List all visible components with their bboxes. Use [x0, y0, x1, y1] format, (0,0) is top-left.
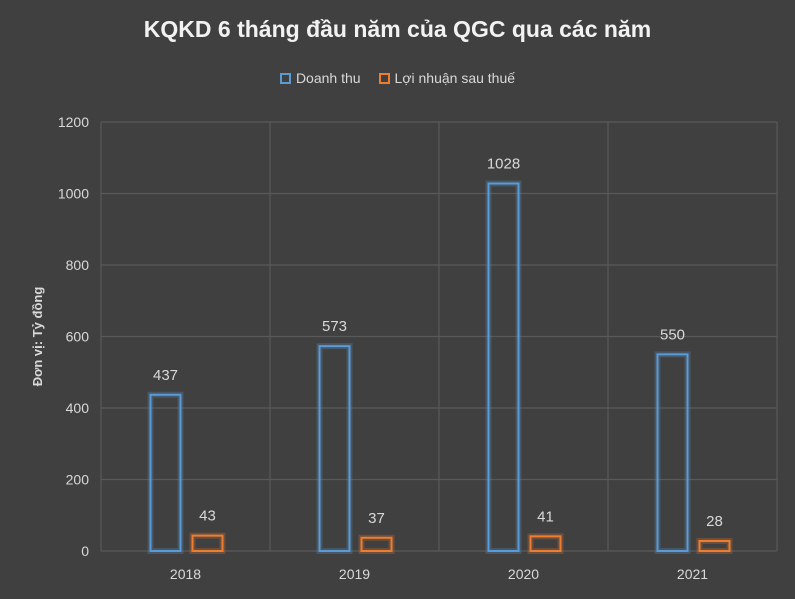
bar-profit: [191, 534, 224, 553]
data-label-profit: 41: [537, 508, 554, 525]
bar-profit: [698, 539, 731, 552]
legend-swatch-revenue: [279, 72, 291, 84]
legend-item-revenue: Doanh thu: [279, 70, 361, 86]
y-tick-label: 800: [66, 257, 90, 273]
bar-glow-revenue: [485, 180, 522, 555]
bar-profit: [360, 536, 393, 553]
data-label-profit: 28: [706, 513, 723, 530]
bar-glow-profit: [358, 534, 395, 555]
x-tick-label: 2019: [339, 566, 370, 582]
legend: Doanh thu Lợi nhuận sau thuế: [0, 70, 795, 86]
legend-swatch-profit: [378, 72, 390, 84]
y-tick-label: 400: [66, 400, 90, 416]
data-label-revenue: 437: [153, 367, 178, 384]
bar-glow-revenue: [654, 351, 691, 554]
legend-label-revenue: Doanh thu: [295, 70, 361, 86]
bar-revenue: [149, 393, 182, 552]
y-tick-label: 0: [81, 543, 89, 559]
y-tick-label: 1000: [58, 186, 89, 202]
data-label-revenue: 573: [322, 318, 347, 335]
y-tick-label: 1200: [58, 114, 89, 130]
chart-title: KQKD 6 tháng đầu năm của QGC qua các năm: [143, 16, 652, 42]
bar-revenue: [656, 353, 689, 552]
y-tick-label: 600: [66, 329, 90, 345]
legend-item-profit: Lợi nhuận sau thuế: [378, 70, 516, 86]
bar-glow-profit: [527, 533, 564, 555]
x-tick-label: 2020: [508, 566, 539, 582]
bar-glow-profit: [696, 537, 733, 554]
bar-glow-revenue: [316, 343, 353, 554]
bar-glow-revenue: [147, 391, 184, 554]
data-label-revenue: 1028: [487, 155, 520, 172]
data-label-revenue: 550: [660, 326, 685, 343]
data-label-profit: 37: [368, 510, 385, 527]
bar-revenue: [318, 345, 351, 552]
bar-glow-profit: [189, 532, 226, 555]
y-tick-label: 200: [66, 472, 90, 488]
x-tick-label: 2018: [170, 566, 201, 582]
y-axis-title: Đơn vị: Tỷ đồng: [30, 287, 45, 387]
legend-label-profit: Lợi nhuận sau thuế: [394, 70, 516, 86]
bar-revenue: [487, 182, 520, 553]
x-tick-label: 2021: [677, 566, 708, 582]
bar-profit: [529, 535, 562, 553]
data-label-profit: 43: [199, 508, 216, 525]
